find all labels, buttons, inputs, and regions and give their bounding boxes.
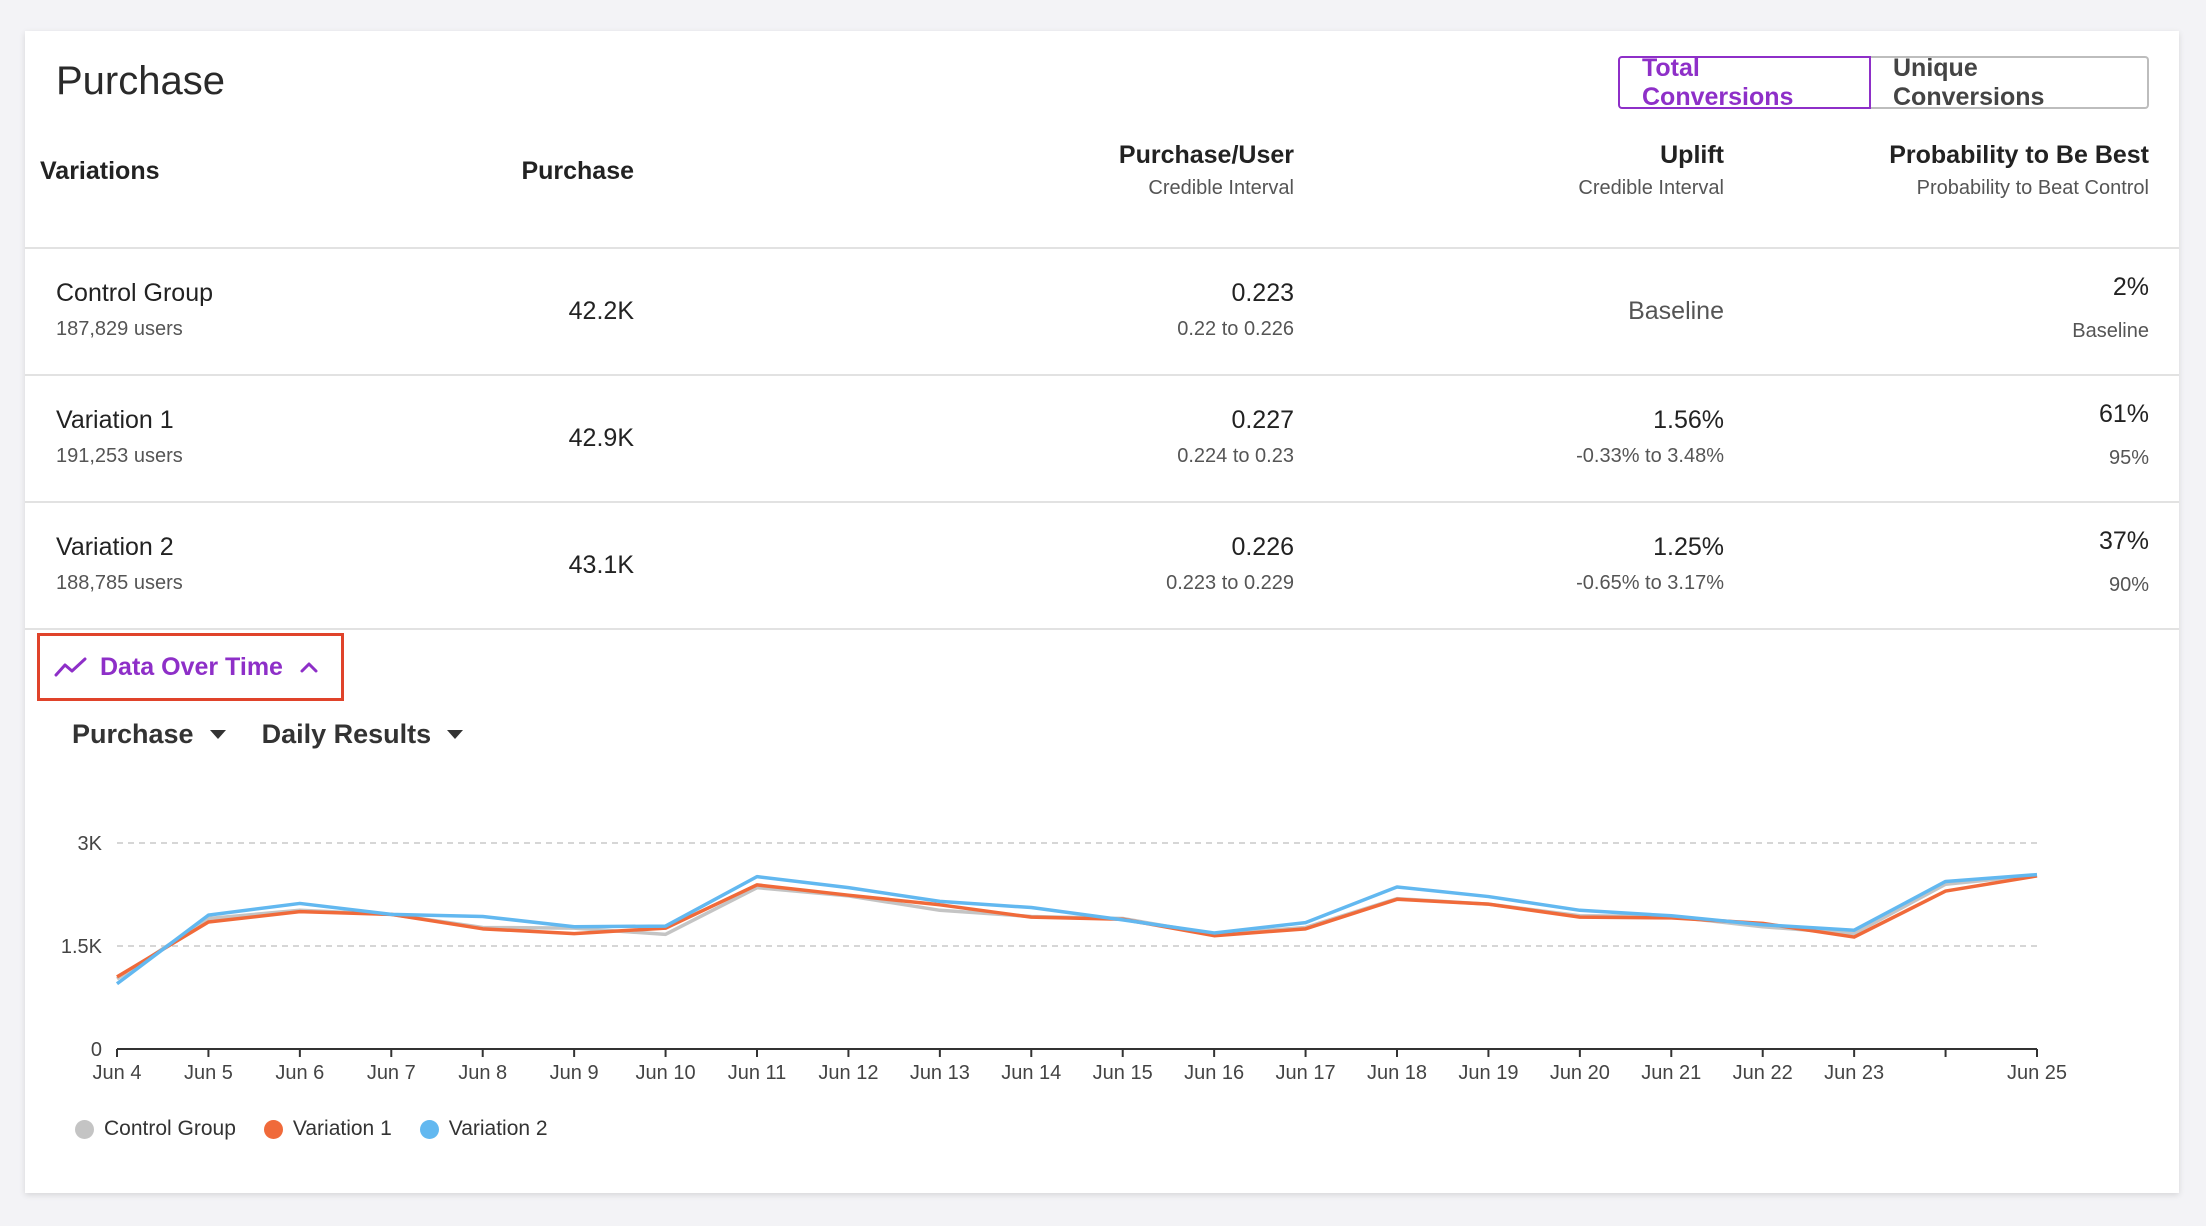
data-over-time-toggle[interactable]: Data Over Time	[37, 633, 344, 701]
variation-users: 188,785 users	[56, 572, 183, 594]
results-card: Purchase Total Conversions Unique Conver…	[25, 31, 2179, 1193]
purchase-per-user-interval: 0.22 to 0.226	[1177, 318, 1294, 340]
x-tick-label: Jun 12	[818, 1062, 878, 1084]
trending-up-icon	[54, 657, 87, 677]
y-tick-label: 0	[91, 1039, 102, 1061]
variation-name: Variation 1	[56, 406, 174, 434]
x-tick-label: Jun 23	[1824, 1062, 1884, 1084]
chart-legend: Control Group Variation 1 Variation 2	[75, 1117, 576, 1141]
legend-label: Control Group	[104, 1117, 236, 1140]
x-tick-label: Jun 9	[550, 1062, 599, 1084]
probability-beat-control-value: Baseline	[2072, 320, 2149, 342]
probability-best-value: 2%	[2112, 273, 2149, 301]
legend-swatch	[263, 1119, 283, 1139]
x-tick-label: Jun 5	[184, 1062, 233, 1084]
purchase-per-user-value: 0.227	[1231, 406, 1294, 434]
uplift-value: 1.56%	[1653, 406, 1724, 434]
column-header-uplift[interactable]: Uplift	[1660, 141, 1724, 169]
legend-item[interactable]: Variation 2	[419, 1117, 548, 1141]
x-tick-label: Jun 21	[1641, 1062, 1701, 1084]
uplift-value: 1.25%	[1653, 533, 1724, 561]
column-header-purchase-per-user[interactable]: Purchase/User	[1118, 141, 1294, 169]
legend-item[interactable]: Variation 1	[263, 1117, 392, 1141]
y-tick-label: 1.5K	[61, 936, 103, 958]
series-line-control-group	[116, 873, 2038, 981]
purchase-per-user-interval: 0.223 to 0.229	[1166, 572, 1294, 594]
column-header-purchase[interactable]: Purchase	[521, 157, 634, 185]
series-line-variation-2	[115, 872, 2038, 986]
probability-best-value: 61%	[2098, 400, 2149, 428]
x-tick-label: Jun 11	[728, 1062, 787, 1084]
column-header-probability-best[interactable]: Probability to Be Best	[1889, 141, 2149, 169]
purchase-per-user-interval: 0.224 to 0.23	[1177, 445, 1294, 467]
unique-conversions-button[interactable]: Unique Conversions	[1871, 54, 2149, 111]
x-tick-label: Jun 10	[636, 1062, 696, 1084]
table-row[interactable]: Variation 1 191,253 users 42.9K 0.227 0.…	[25, 376, 2179, 503]
purchase-per-user-value: 0.226	[1231, 533, 1294, 561]
uplift-interval: -0.33% to 3.48%	[1576, 445, 1724, 467]
column-subheader-credible-interval: Credible Interval	[1148, 177, 1294, 199]
total-conversions-button[interactable]: Total Conversions	[1618, 54, 1871, 111]
results-mode-dropdown[interactable]: Daily Results	[262, 719, 464, 750]
results-mode-dropdown-value: Daily Results	[261, 719, 432, 749]
x-tick-label: Jun 13	[910, 1062, 970, 1084]
table-row[interactable]: Variation 2 188,785 users 43.1K 0.226 0.…	[25, 503, 2179, 630]
metric-dropdown[interactable]: Purchase	[72, 719, 226, 750]
table-row[interactable]: Control Group 187,829 users 42.2K 0.223 …	[25, 249, 2179, 376]
page-title: Purchase	[56, 59, 225, 103]
variation-users: 191,253 users	[56, 445, 183, 467]
uplift-interval: -0.65% to 3.17%	[1576, 572, 1724, 594]
caret-down-icon	[447, 730, 464, 739]
variation-name: Variation 2	[56, 533, 174, 561]
data-over-time-label: Data Over Time	[100, 652, 283, 681]
x-tick-label: Jun 18	[1367, 1062, 1427, 1084]
x-tick-label: Jun 4	[93, 1062, 142, 1084]
x-tick-label: Jun 14	[1001, 1062, 1061, 1084]
probability-best-value: 37%	[2098, 527, 2149, 555]
uplift-value: Baseline	[1628, 297, 1724, 325]
purchase-value: 43.1K	[568, 551, 634, 579]
x-tick-label: Jun 19	[1458, 1062, 1518, 1084]
legend-label: Variation 2	[448, 1117, 548, 1140]
column-subheader-probability-beat-control: Probability to Beat Control	[1916, 177, 2149, 199]
legend-swatch	[419, 1119, 439, 1139]
legend-swatch	[75, 1119, 94, 1139]
table-header: Variations Purchase Purchase/User Credib…	[25, 131, 2179, 249]
column-subheader-credible-interval: Credible Interval	[1578, 177, 1724, 199]
x-tick-label: Jun 7	[367, 1062, 416, 1084]
purchase-value: 42.2K	[568, 297, 634, 325]
x-tick-label: Jun 22	[1733, 1062, 1793, 1084]
variation-name: Control Group	[56, 279, 214, 307]
x-tick-label: Jun 8	[458, 1062, 507, 1084]
column-header-variations: Variations	[40, 157, 160, 185]
x-tick-label: Jun 16	[1184, 1062, 1244, 1084]
data-over-time-chart: 0 1.5K 3K Jun 4 Jun 5 Jun 6 Jun 7 Jun 8 Jun 9 Jun…	[61, 833, 2067, 1084]
legend-label: Variation 1	[292, 1117, 392, 1140]
legend-item[interactable]: Control Group	[75, 1117, 236, 1141]
x-tick-label: Jun 25	[2007, 1062, 2067, 1084]
y-tick-label: 3K	[78, 833, 103, 855]
chevron-up-icon	[300, 662, 318, 673]
probability-beat-control-value: 95%	[2108, 447, 2149, 469]
purchase-per-user-value: 0.223	[1231, 279, 1294, 307]
probability-beat-control-value: 90%	[2108, 574, 2149, 596]
x-tick-label: Jun 6	[275, 1062, 324, 1084]
metric-dropdown-value: Purchase	[72, 719, 194, 749]
chart-controls: Purchase Daily Results	[72, 719, 499, 750]
x-tick-label: Jun 20	[1550, 1062, 1610, 1084]
x-tick-label: Jun 17	[1276, 1062, 1336, 1084]
conversion-toggle: Total Conversions Unique Conversions	[1618, 54, 2149, 111]
x-tick-label: Jun 15	[1093, 1062, 1153, 1084]
purchase-value: 42.9K	[568, 424, 634, 452]
variation-users: 187,829 users	[56, 318, 183, 340]
caret-down-icon	[209, 730, 226, 739]
